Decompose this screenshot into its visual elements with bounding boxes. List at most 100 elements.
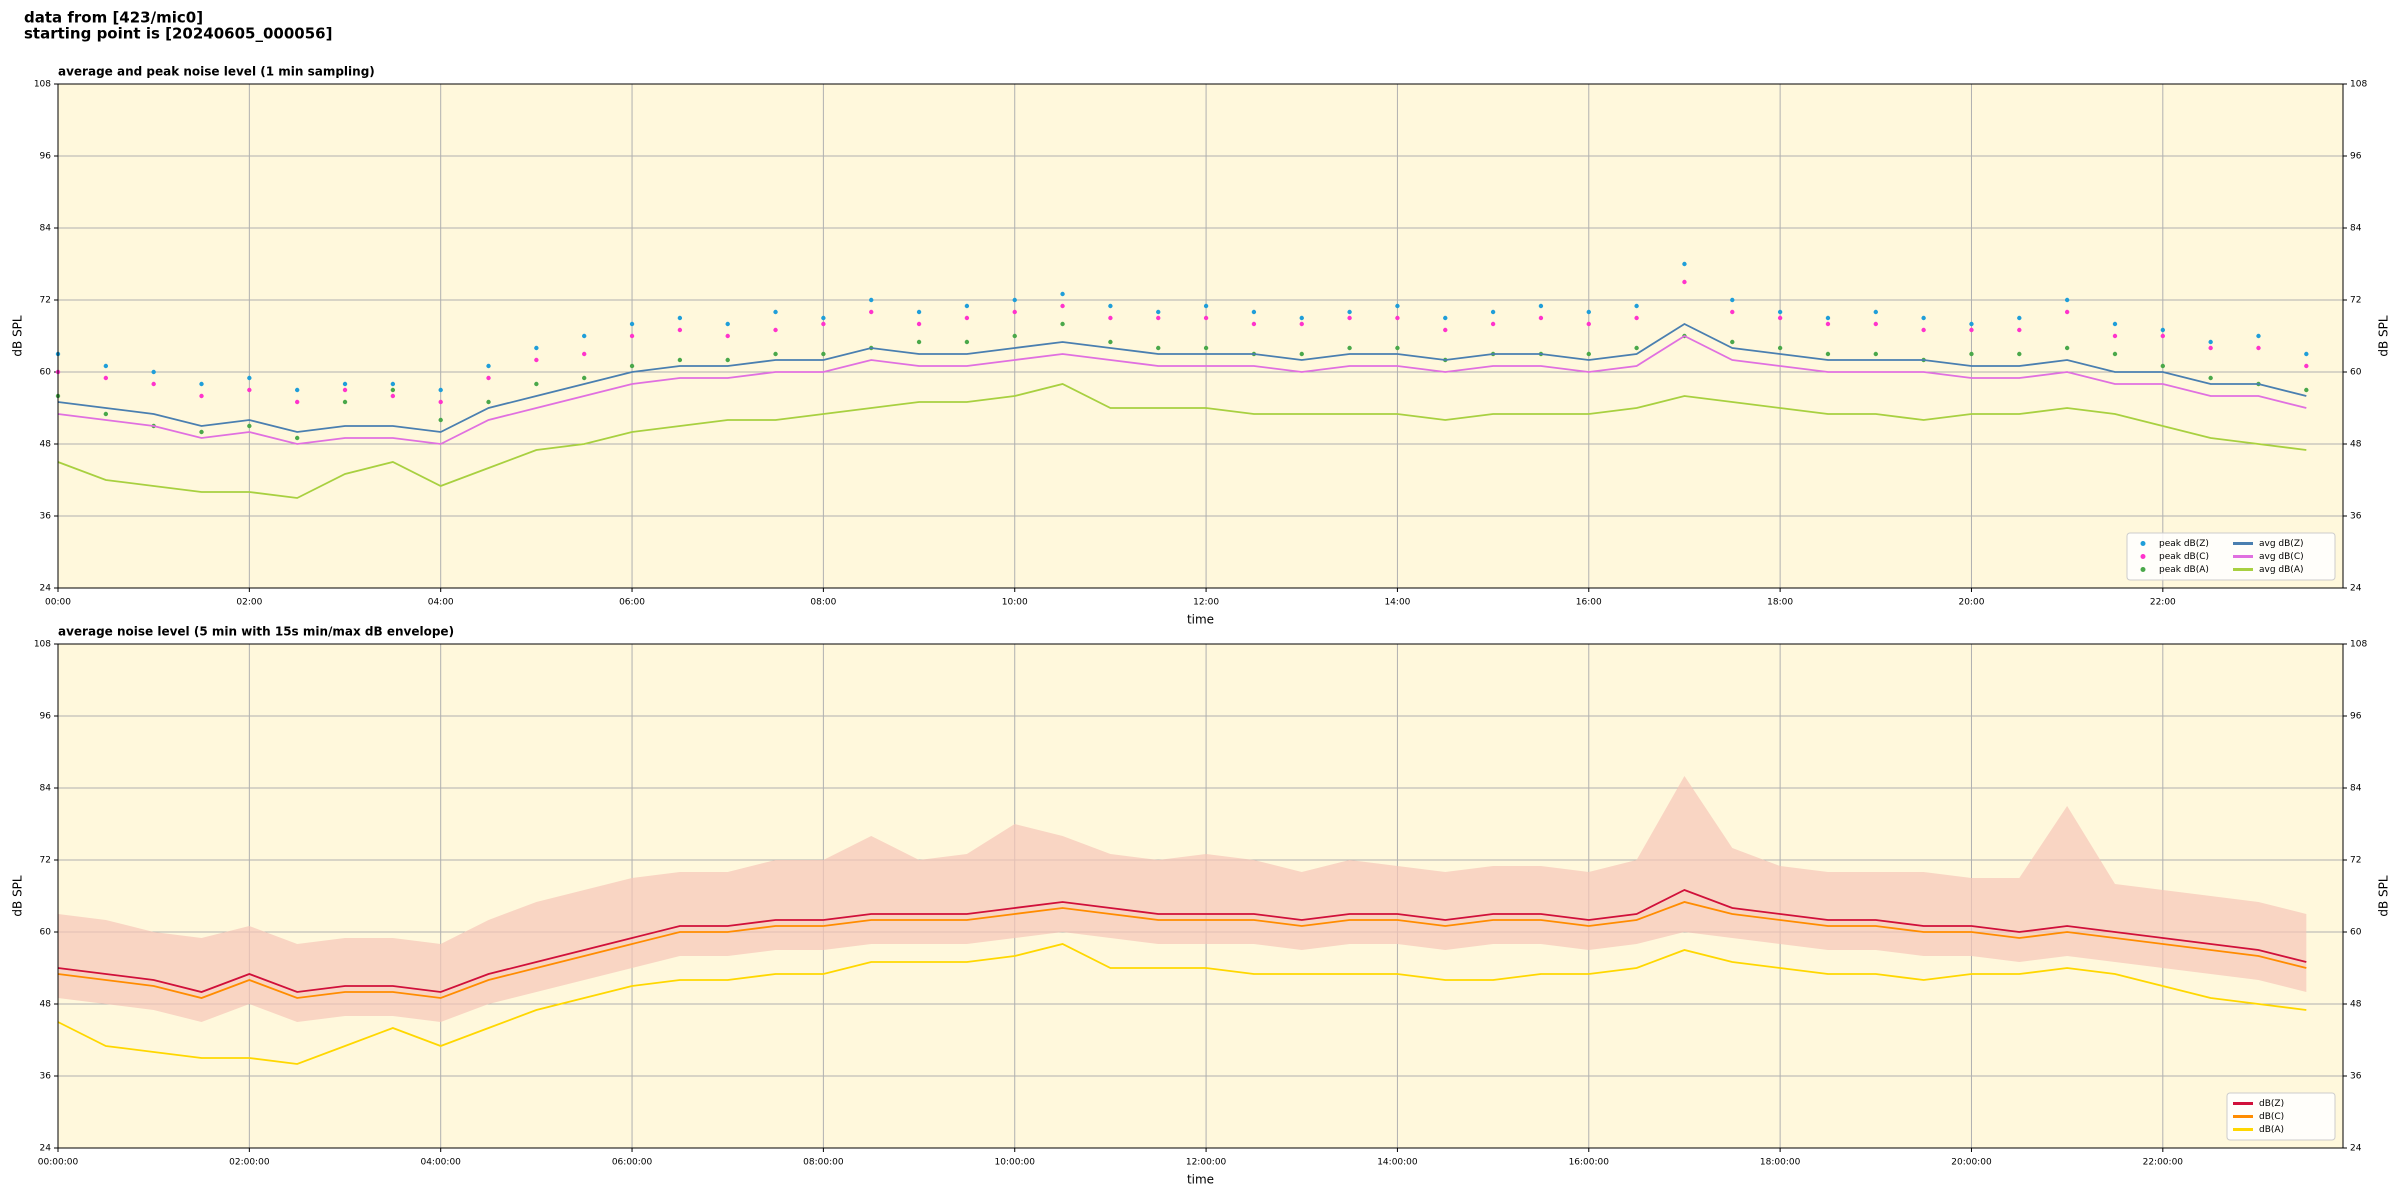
peak-point (486, 375, 491, 381)
chart: average and peak noise level (1 min samp… (11, 65, 2391, 627)
peak-point (677, 357, 683, 363)
plot-frame (57, 83, 2344, 589)
y-tick-label: 36 (2350, 512, 2362, 522)
y-tick-label: 48 (40, 440, 52, 450)
peak-point (821, 351, 826, 357)
x-tick-label: 16:00:00 (1569, 1158, 1610, 1168)
peak-point (151, 381, 156, 387)
x-tick-label: 16:00 (1576, 598, 1602, 608)
peak-point (1969, 327, 1974, 333)
y-tick-label: 60 (2350, 368, 2362, 378)
x-tick-label: 02:00:00 (229, 1158, 270, 1168)
y-tick-label: 72 (40, 296, 51, 306)
y-tick-label: 36 (40, 1072, 52, 1082)
peak-point (534, 381, 539, 387)
envelope (58, 776, 2307, 1022)
peak-point (1156, 345, 1161, 351)
peak-point (2064, 297, 2070, 303)
peak-point (1682, 261, 1687, 267)
peak-point (438, 399, 443, 405)
peak-point (534, 345, 539, 351)
y-axis-label: dB SPL (2377, 875, 2391, 917)
x-tick-label: 18:00:00 (1760, 1158, 1801, 1168)
x-tick-label: 10:00 (1002, 598, 1028, 608)
peak-point (1490, 309, 1496, 315)
peak-point (773, 309, 778, 315)
peak-point (1203, 303, 1209, 309)
peak-point (247, 423, 252, 429)
x-tick-label: 14:00:00 (1377, 1158, 1418, 1168)
peak-point (1730, 297, 1735, 303)
peak-point (2112, 321, 2118, 327)
y-tick-label: 48 (40, 1000, 52, 1010)
y-tick-label: 96 (2350, 152, 2362, 162)
chart-title: average and peak noise level (1 min samp… (58, 65, 375, 79)
peak-point (773, 327, 778, 333)
y-tick-label: 72 (2350, 296, 2361, 306)
legend-marker (2140, 567, 2146, 572)
series-line (57, 943, 2307, 1065)
peak-point (294, 387, 300, 393)
legend-label: avg dB(C) (2259, 552, 2304, 562)
peak-point (964, 315, 970, 321)
peak-point (869, 297, 874, 303)
y-tick-label: 36 (40, 512, 52, 522)
peak-point (2064, 309, 2070, 315)
peak-point (1299, 315, 1304, 321)
peak-point (1299, 321, 1304, 327)
peak-point (916, 309, 922, 315)
peak-point (2304, 363, 2309, 369)
peak-point (1921, 315, 1926, 321)
peak-point (1634, 315, 1639, 321)
peak-point (294, 435, 300, 441)
peak-point (2256, 345, 2261, 351)
x-tick-label: 08:00 (810, 598, 836, 608)
peak-point (2304, 351, 2309, 357)
peak-point (2017, 315, 2022, 321)
peak-point (773, 351, 778, 357)
legend-label: peak dB(Z) (2159, 539, 2209, 549)
peak-point (582, 375, 587, 381)
legend-label: peak dB(C) (2159, 552, 2209, 562)
peak-point (390, 387, 396, 393)
peak-point (2208, 345, 2213, 351)
y-tick-label: 36 (2350, 1072, 2362, 1082)
peak-point (2017, 351, 2022, 357)
y-tick-label: 24 (40, 584, 52, 594)
peak-point (247, 387, 252, 393)
peak-point (2208, 339, 2213, 345)
y-tick-label: 108 (2350, 80, 2367, 90)
peak-point (582, 333, 587, 339)
peak-point (869, 309, 874, 315)
peak-point (2064, 345, 2070, 351)
peak-point (199, 393, 204, 399)
peak-point (2160, 327, 2166, 333)
peak-point (1682, 279, 1687, 285)
peak-point (677, 315, 683, 321)
peak-point (725, 333, 730, 339)
peak-point (1443, 315, 1448, 321)
peak-point (1538, 303, 1544, 309)
x-tick-label: 20:00 (1958, 598, 1984, 608)
chart: average noise level (5 min with 15s min/… (11, 625, 2391, 1187)
peak-point (1060, 291, 1065, 297)
x-axis-label: time (1187, 1173, 1214, 1187)
legend-marker (2140, 554, 2146, 559)
x-tick-label: 12:00:00 (1186, 1158, 1227, 1168)
peak-point (1156, 309, 1161, 315)
peak-point (1443, 327, 1448, 333)
y-tick-label: 24 (2350, 584, 2362, 594)
y-tick-label: 84 (40, 784, 52, 794)
peak-point (1395, 345, 1400, 351)
peak-point (821, 315, 826, 321)
peak-point (390, 393, 396, 399)
peak-point (1873, 351, 1878, 357)
chart-title: average noise level (5 min with 15s min/… (58, 625, 454, 639)
y-tick-label: 24 (2350, 1144, 2362, 1154)
peak-point (1251, 321, 1257, 327)
peak-point (342, 399, 348, 405)
peak-point (1347, 309, 1352, 315)
peak-point (1060, 321, 1065, 327)
peak-point (1825, 351, 1831, 357)
peak-point (1299, 351, 1304, 357)
